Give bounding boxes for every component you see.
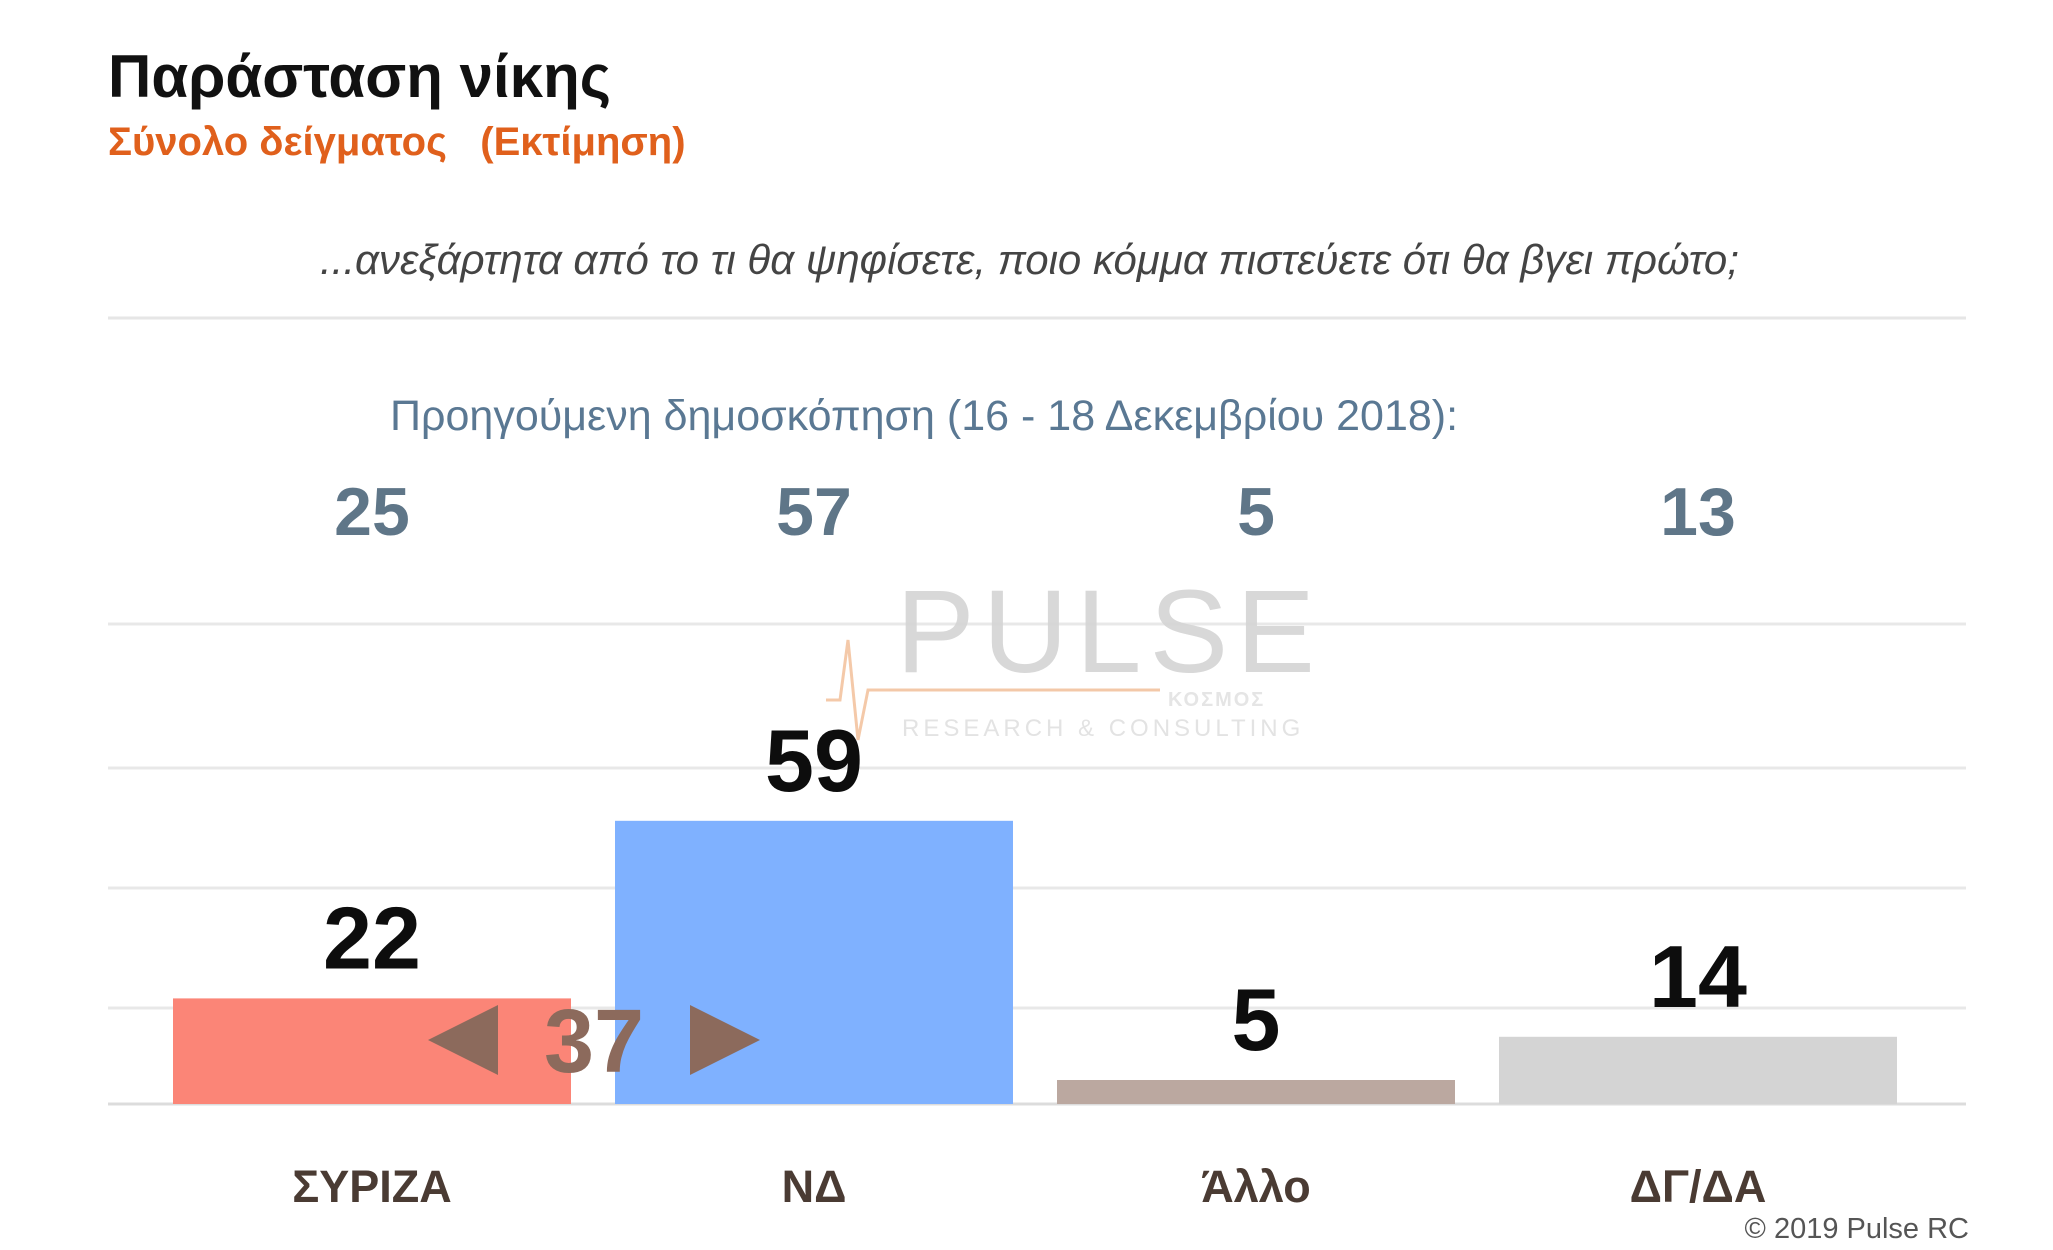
category-label: ΝΔ — [782, 1161, 847, 1212]
arrow-right-icon — [690, 1005, 760, 1075]
data-label: 59 — [765, 711, 863, 810]
data-labels: 22 59 5 14 — [323, 711, 1747, 1069]
category-label: Άλλο — [1201, 1161, 1311, 1212]
chart-subtitle: Σύνολο δείγματος (Εκτίμηση) — [108, 120, 686, 164]
data-label: 5 — [1232, 970, 1281, 1069]
previous-value-syriza: 25 — [334, 474, 410, 550]
bar-2 — [1057, 1080, 1455, 1104]
survey-question: ...ανεξάρτητα από το τι θα ψηφίσετε, ποι… — [320, 236, 1739, 283]
bar-1 — [615, 820, 1013, 1104]
watermark-partner: ΚΟΣΜΟΣ — [1168, 689, 1265, 711]
bars — [173, 820, 1897, 1104]
pulse-line-icon — [826, 639, 1160, 741]
previous-value-other: 5 — [1237, 474, 1275, 550]
chart-title: Παράσταση νίκης — [108, 43, 611, 110]
lead-value: 37 — [544, 992, 644, 1092]
category-labels: ΣΥΡΙΖΑ ΝΔ Άλλο ΔΓ/ΔΑ — [292, 1161, 1766, 1212]
previous-value-dk-na: 13 — [1660, 474, 1736, 550]
copyright-notice: © 2019 Pulse RC — [1744, 1213, 1969, 1245]
watermark-tagline: RESEARCH & CONSULTING — [902, 715, 1304, 742]
bar-0 — [173, 998, 571, 1104]
previous-value-nd: 57 — [776, 474, 852, 550]
previous-poll-values: 25 57 5 13 — [334, 474, 1736, 550]
bar-3 — [1499, 1036, 1897, 1104]
data-label: 22 — [323, 888, 421, 987]
previous-poll-label: Προηγούμενη δημοσκόπηση (16 - 18 Δεκεμβρ… — [390, 392, 1459, 440]
data-label: 14 — [1649, 927, 1747, 1026]
category-label: ΣΥΡΙΖΑ — [292, 1161, 452, 1212]
lead-indicator: 37 — [428, 992, 760, 1092]
watermark-brand: PULSE — [896, 566, 1323, 698]
category-label: ΔΓ/ΔΑ — [1630, 1161, 1767, 1212]
arrow-left-icon — [428, 1005, 498, 1075]
pulse-watermark: PULSE ΚΟΣΜΟΣ RESEARCH & CONSULTING — [826, 566, 1323, 742]
